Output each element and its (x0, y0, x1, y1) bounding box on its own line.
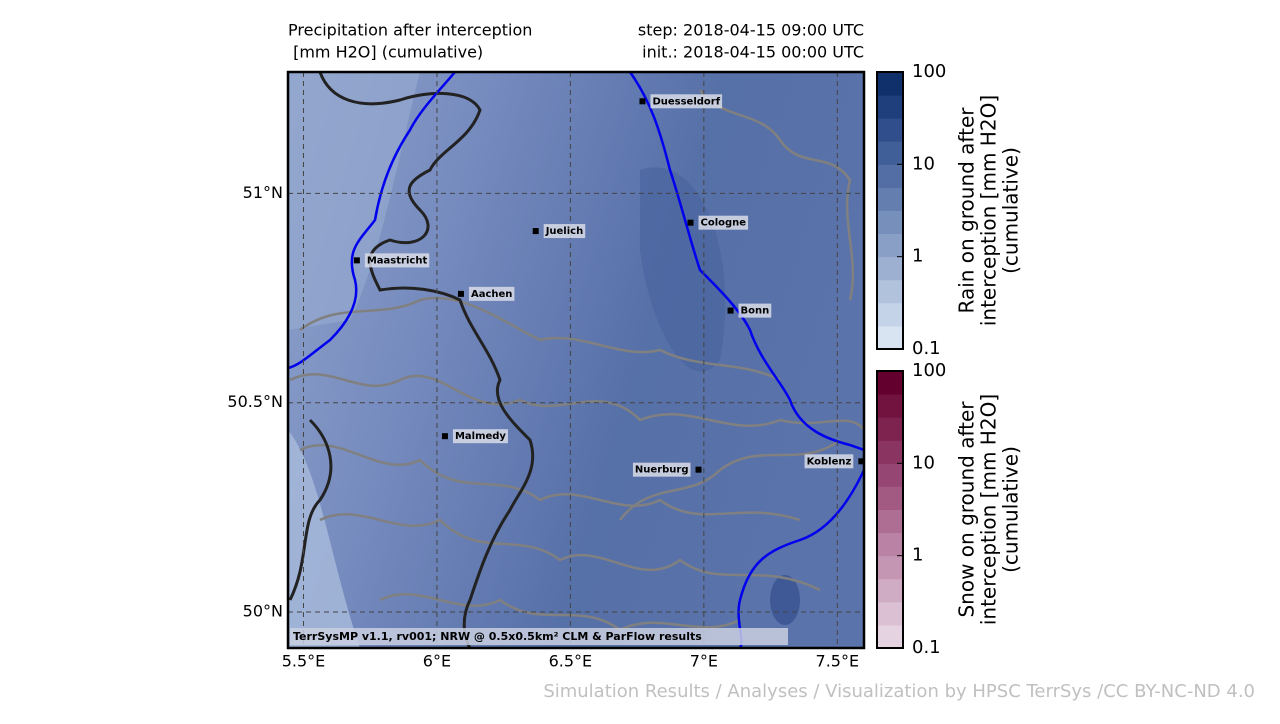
city-label: Malmedy (455, 431, 506, 442)
colorbar-tick-label: 100 (912, 61, 946, 82)
x-tick-label: 6°E (423, 652, 451, 671)
city-label: Duesseldorf (652, 96, 720, 107)
y-tick-label: 51°N (243, 183, 283, 202)
title-line: [mm H2O] (cumulative) (288, 43, 483, 62)
colorbar-segment (877, 601, 903, 626)
city-label-box (543, 224, 586, 239)
precip-field (770, 575, 800, 625)
rivers (288, 72, 864, 648)
colorbar-segment (877, 164, 903, 188)
city-label-box (632, 462, 691, 477)
borders (288, 72, 535, 648)
y-tick-label: 50°N (243, 602, 283, 621)
city-marker (695, 466, 702, 473)
city-marker (858, 458, 864, 465)
colorbar-segment (877, 509, 903, 534)
y-tick-label: 50.5°N (227, 392, 283, 411)
map-area: Duesseldorf Juelich Cologne Maastricht Aache… (288, 72, 864, 648)
colorbar-label: (cumulative) (999, 147, 1023, 274)
grid (288, 72, 864, 648)
colorbar-tick-label: 0.1 (912, 637, 941, 658)
city-label: Aachen (471, 289, 512, 300)
init-time: init.: 2018-04-15 00:00 UTC (642, 43, 864, 62)
city-marker (639, 98, 646, 105)
colorbar-segment (877, 325, 903, 350)
colorbar-segment (877, 256, 903, 281)
x-tick-label: 7.5°E (816, 652, 860, 671)
x-tick-label: 7°E (690, 652, 718, 671)
city-label-box (698, 215, 749, 230)
colorbar-label: interception [mm H2O] (977, 95, 1001, 326)
colorbar-segment (877, 371, 903, 395)
city-label: Cologne (701, 218, 747, 229)
colorbar-segment (877, 532, 903, 557)
colorbar-segment (877, 118, 903, 142)
terrain-contours (289, 89, 864, 632)
colorbar-segment (877, 394, 903, 418)
map-frame (286, 70, 866, 650)
colorbar-tick-label: 100 (912, 360, 946, 381)
city-label: Bonn (741, 306, 770, 317)
city-label: Juelich (545, 226, 584, 237)
colorbar-segment (877, 417, 903, 441)
colorbar-segment (877, 187, 903, 211)
colorbar-label: (cumulative) (999, 446, 1023, 573)
city-label: Nuerburg (635, 465, 689, 476)
colorbar-segment (877, 486, 903, 510)
attribution-box (290, 628, 788, 645)
colorbar-segment (877, 463, 903, 487)
colorbar-segment (877, 302, 903, 327)
attribution: TerrSysMP v1.1, rv001; NRW @ 0.5x0.5km² … (293, 630, 702, 643)
city-marker (353, 257, 360, 264)
colorbar-segment (877, 95, 903, 119)
cities: Duesseldorf Juelich Cologne Maastricht Aache… (353, 94, 864, 477)
x-tick-label: 5.5°E (282, 652, 326, 671)
colorbar-segment (877, 440, 903, 464)
city-marker (687, 219, 694, 226)
city-label-box (804, 454, 854, 469)
city-label-box (364, 253, 430, 268)
colorbar-tick-label: 10 (912, 452, 935, 473)
city-label-box (468, 286, 515, 301)
colorbar-label: interception [mm H2O] (977, 394, 1001, 625)
precip-field (288, 72, 420, 330)
city-label: Maastricht (367, 255, 428, 266)
city-label-box (650, 94, 723, 109)
colorbar-segment (877, 72, 903, 96)
city-label-box (738, 303, 772, 318)
colorbar-segment (877, 233, 903, 258)
city-label-box (452, 429, 508, 444)
colorbar-segment (877, 555, 903, 580)
colorbar-tick-label: 1 (912, 246, 923, 267)
city-marker (727, 307, 734, 314)
city-marker (441, 433, 448, 440)
colorbar-frame (876, 370, 904, 649)
step-time: step: 2018-04-15 09:00 UTC (638, 21, 864, 40)
city-marker (457, 290, 464, 297)
title-line: Precipitation after interception (288, 21, 532, 40)
x-tick-label: 6.5°E (549, 652, 593, 671)
colorbar-tick-label: 1 (912, 545, 923, 566)
city-label: Koblenz (807, 456, 852, 467)
city-marker (532, 228, 539, 235)
credit: Simulation Results / Analyses / Visualiz… (543, 681, 1255, 702)
colorbar-tick-label: 0.1 (912, 338, 941, 359)
colorbar-label: Rain on ground after (955, 107, 979, 314)
colorbar-segment (877, 624, 903, 649)
precip-field (288, 430, 360, 648)
colorbar-segment (877, 279, 903, 304)
colorbar-segment (877, 141, 903, 165)
colorbar-segment (877, 578, 903, 603)
colorbar-tick-label: 10 (912, 153, 935, 174)
colorbar-frame (876, 71, 904, 350)
colorbar-label: Snow on ground after (955, 401, 979, 618)
colorbar-segment (877, 210, 903, 235)
